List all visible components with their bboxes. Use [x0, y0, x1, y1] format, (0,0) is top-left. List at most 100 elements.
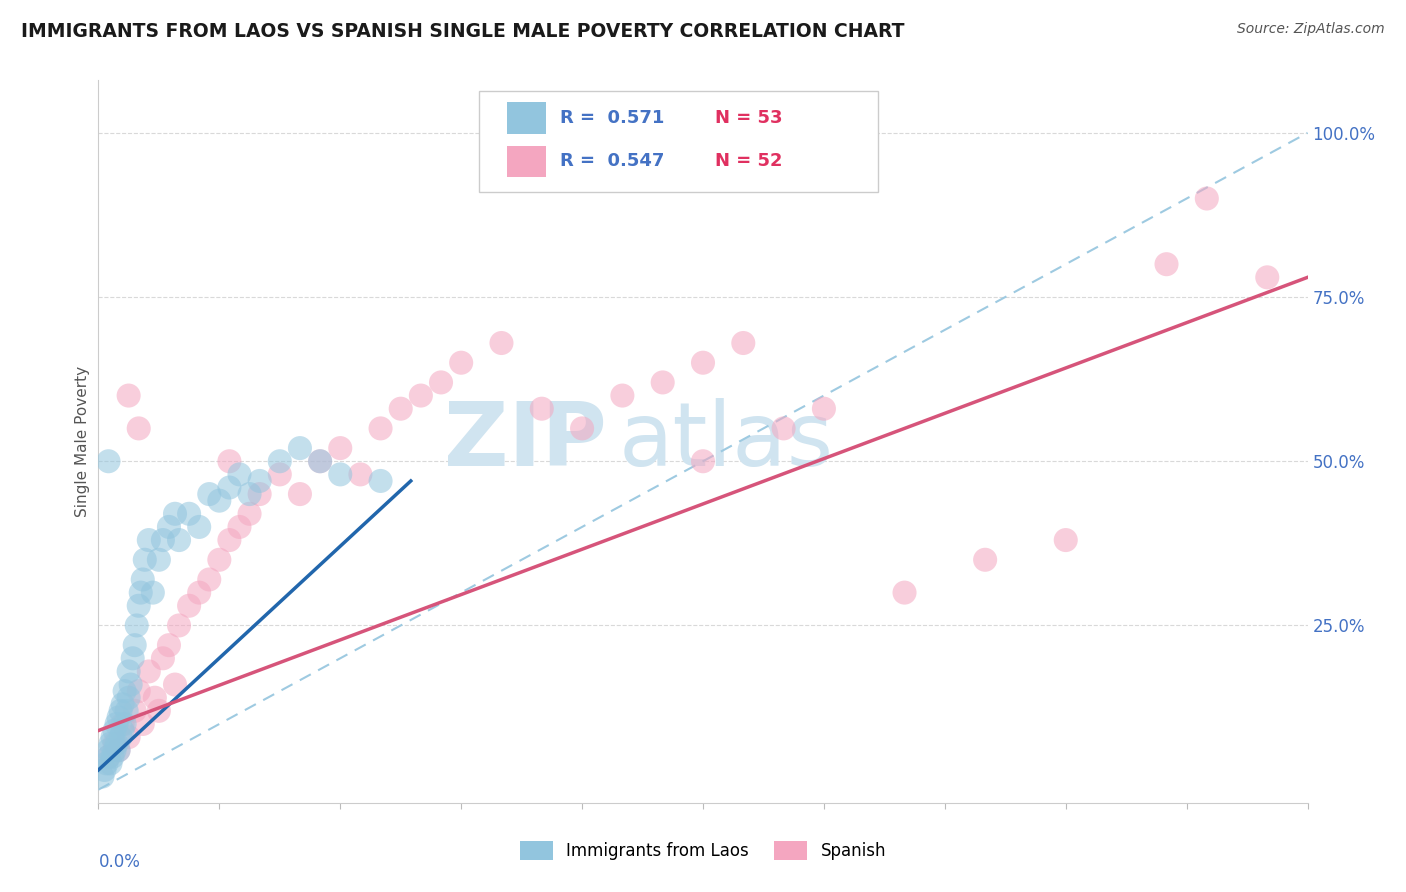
Point [612, 388, 634, 402]
Point [167, 533, 190, 547]
Point [692, 454, 714, 468]
Point [389, 401, 412, 416]
Point [228, 467, 250, 482]
Text: IMMIGRANTS FROM LAOS VS SPANISH SINGLE MALE POVERTY CORRELATION CHART: IMMIGRANTS FROM LAOS VS SPANISH SINGLE M… [21, 22, 904, 41]
Point [97, 454, 120, 468]
Point [571, 421, 593, 435]
Point [157, 638, 180, 652]
Point [148, 553, 170, 567]
FancyBboxPatch shape [479, 91, 879, 193]
Point [813, 401, 835, 416]
Point [107, 743, 129, 757]
Text: 0.0%: 0.0% [98, 854, 141, 871]
Point [1195, 192, 1218, 206]
Point [249, 474, 271, 488]
Point [269, 454, 291, 468]
Point [124, 638, 146, 652]
Point [288, 441, 311, 455]
Text: N = 52: N = 52 [716, 153, 783, 170]
Text: Source: ZipAtlas.com: Source: ZipAtlas.com [1237, 22, 1385, 37]
Point [239, 487, 262, 501]
Point [409, 388, 432, 402]
FancyBboxPatch shape [508, 103, 546, 134]
Point [1054, 533, 1077, 547]
Point [128, 421, 150, 435]
Point [107, 710, 129, 724]
Point [329, 441, 352, 455]
Text: N = 53: N = 53 [716, 110, 783, 128]
Point [143, 690, 166, 705]
Point [107, 743, 129, 757]
Point [91, 770, 114, 784]
Point [118, 730, 141, 744]
Point [309, 454, 332, 468]
Point [218, 454, 240, 468]
Point [96, 756, 118, 771]
Point [163, 507, 186, 521]
Point [138, 665, 160, 679]
Point [101, 749, 124, 764]
Text: atlas: atlas [619, 398, 834, 485]
Point [110, 704, 132, 718]
Point [152, 651, 174, 665]
Point [110, 730, 132, 744]
Point [370, 474, 392, 488]
Point [530, 401, 553, 416]
Point [179, 507, 201, 521]
Point [138, 533, 160, 547]
Point [100, 737, 122, 751]
Point [450, 356, 472, 370]
Point [218, 481, 240, 495]
Point [772, 421, 794, 435]
Point [93, 763, 115, 777]
Point [349, 467, 371, 482]
Text: R =  0.571: R = 0.571 [561, 110, 665, 128]
Point [100, 756, 122, 771]
Text: R =  0.547: R = 0.547 [561, 153, 665, 170]
Point [103, 723, 125, 738]
Y-axis label: Single Male Poverty: Single Male Poverty [75, 366, 90, 517]
Point [288, 487, 311, 501]
Point [97, 749, 120, 764]
Point [329, 467, 352, 482]
Point [97, 749, 120, 764]
Point [105, 737, 128, 751]
Point [208, 493, 231, 508]
Point [651, 376, 673, 390]
Point [430, 376, 453, 390]
Point [111, 717, 134, 731]
Point [128, 599, 150, 613]
Point [157, 520, 180, 534]
Point [103, 737, 125, 751]
Point [893, 585, 915, 599]
Point [692, 356, 714, 370]
Point [120, 677, 142, 691]
Point [198, 487, 221, 501]
Point [208, 553, 231, 567]
Point [269, 467, 291, 482]
Point [228, 520, 250, 534]
Point [148, 704, 170, 718]
Point [167, 618, 190, 632]
Point [218, 533, 240, 547]
Point [118, 388, 141, 402]
Point [188, 585, 211, 599]
Point [129, 585, 152, 599]
Point [239, 507, 262, 521]
Point [142, 585, 165, 599]
Point [125, 618, 148, 632]
Point [111, 723, 134, 738]
Point [118, 690, 141, 705]
Point [128, 684, 150, 698]
Point [134, 553, 156, 567]
Point [124, 704, 146, 718]
Point [491, 336, 513, 351]
Point [188, 520, 211, 534]
Point [114, 717, 136, 731]
Point [249, 487, 271, 501]
Point [163, 677, 186, 691]
Point [118, 665, 141, 679]
Point [1256, 270, 1278, 285]
Legend: Immigrants from Laos, Spanish: Immigrants from Laos, Spanish [513, 834, 893, 867]
Point [115, 704, 138, 718]
